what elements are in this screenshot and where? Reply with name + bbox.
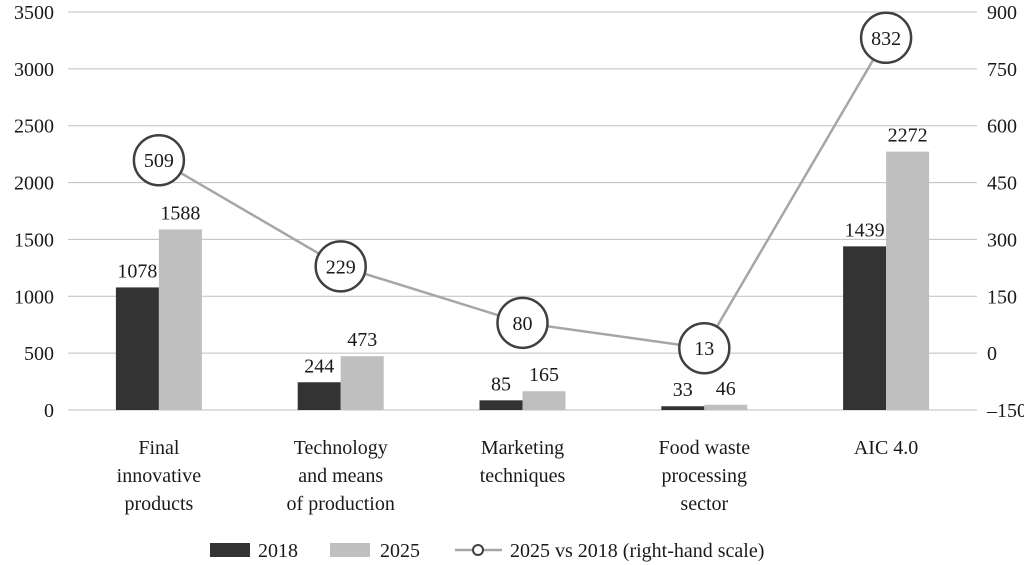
gridlines (68, 11, 977, 411)
category-label-line: Technology (294, 437, 388, 459)
bar-value-label: 165 (529, 364, 559, 386)
category-label: Technology and means of production (287, 437, 395, 515)
category-label: Final innovative products (117, 437, 202, 515)
left-tick-label: 3000 (14, 59, 54, 81)
bar-value-label: 1439 (845, 219, 885, 241)
left-tick-label: 1500 (14, 229, 54, 251)
bar-value-label: 1078 (117, 260, 157, 282)
data-labels: 1078 244 85 33 1439 1588 473 165 46 2272 (117, 125, 927, 402)
bar-value-label: 473 (347, 329, 377, 351)
right-tick-label: 0 (987, 343, 997, 365)
ratio-point (678, 321, 731, 375)
bar-2018 (479, 400, 523, 410)
legend-label-2018: 2018 (258, 540, 298, 562)
right-tick-label: 900 (987, 2, 1017, 24)
right-tick-label: 150 (987, 286, 1017, 308)
legend-label-ratio: 2025 vs 2018 (right-hand scale) (510, 540, 764, 562)
ratio-point (496, 296, 549, 350)
left-tick-label: 0 (44, 400, 54, 422)
bar-2018 (115, 287, 159, 410)
right-tick-label: 750 (987, 59, 1017, 81)
bar-value-label: 46 (716, 378, 736, 400)
category-label: Food waste processing sector (658, 437, 750, 515)
category-label-line: Marketing (481, 437, 564, 459)
bar-value-label: 1588 (160, 202, 200, 224)
ratio-value-label: 80 (513, 313, 533, 335)
bar-2018 (661, 406, 705, 410)
left-axis: 0 500 1000 1500 2000 2500 3000 3500 (14, 2, 54, 422)
category-label-line: Food waste (658, 437, 750, 459)
legend: 2018 2025 2025 vs 2018 (right-hand scale) (210, 540, 764, 562)
bar-value-label: 33 (673, 379, 693, 401)
ratio-point (132, 133, 186, 187)
bar-2018 (297, 382, 341, 410)
category-label-line: techniques (480, 465, 566, 487)
ratio-line: 509 229 80 13 832 (132, 11, 913, 375)
bar-2025 (704, 404, 748, 410)
category-label-line: products (124, 493, 193, 515)
category-label-line: of production (287, 493, 395, 515)
category-label: Marketing techniques (480, 437, 566, 487)
bars (115, 151, 930, 410)
left-tick-label: 3500 (14, 2, 54, 24)
category-label-line: Final (138, 437, 180, 459)
right-tick-label: –150 (986, 400, 1024, 422)
ratio-value-label: 832 (871, 28, 901, 50)
ratio-value-label: 13 (694, 338, 714, 360)
right-tick-label: 450 (987, 173, 1017, 195)
category-labels: Final innovative products Technology and mea… (117, 437, 919, 515)
bar-2025 (886, 151, 930, 410)
right-tick-label: 600 (987, 116, 1017, 138)
bar-value-label: 85 (491, 373, 511, 395)
category-label-line: sector (680, 493, 728, 515)
ratio-point (859, 11, 913, 65)
bar-2025 (522, 391, 566, 410)
category-label: AIC 4.0 (854, 437, 918, 459)
legend-label-2025: 2025 (380, 540, 420, 562)
bar-2025 (158, 229, 202, 410)
category-label-line: innovative (117, 465, 202, 487)
category-label-line: processing (662, 465, 748, 487)
category-label-line: AIC 4.0 (854, 437, 918, 459)
category-label-line: and means (298, 465, 383, 487)
right-axis: –150 0 150 300 450 600 750 900 (986, 2, 1024, 422)
bar-2018 (843, 246, 887, 410)
left-tick-label: 1000 (14, 286, 54, 308)
right-tick-label: 300 (987, 229, 1017, 251)
bar-value-label: 2272 (888, 125, 928, 147)
ratio-point (314, 240, 367, 293)
legend-swatch-2018 (210, 543, 250, 557)
bar-value-label: 244 (304, 355, 334, 377)
ratio-value-label: 229 (326, 256, 356, 278)
left-tick-label: 500 (24, 343, 54, 365)
legend-marker-ratio (472, 544, 484, 556)
ratio-value-label: 509 (144, 150, 174, 172)
left-tick-label: 2000 (14, 173, 54, 195)
left-tick-label: 2500 (14, 116, 54, 138)
bar-2025 (340, 356, 384, 410)
legend-swatch-2025 (330, 543, 370, 557)
